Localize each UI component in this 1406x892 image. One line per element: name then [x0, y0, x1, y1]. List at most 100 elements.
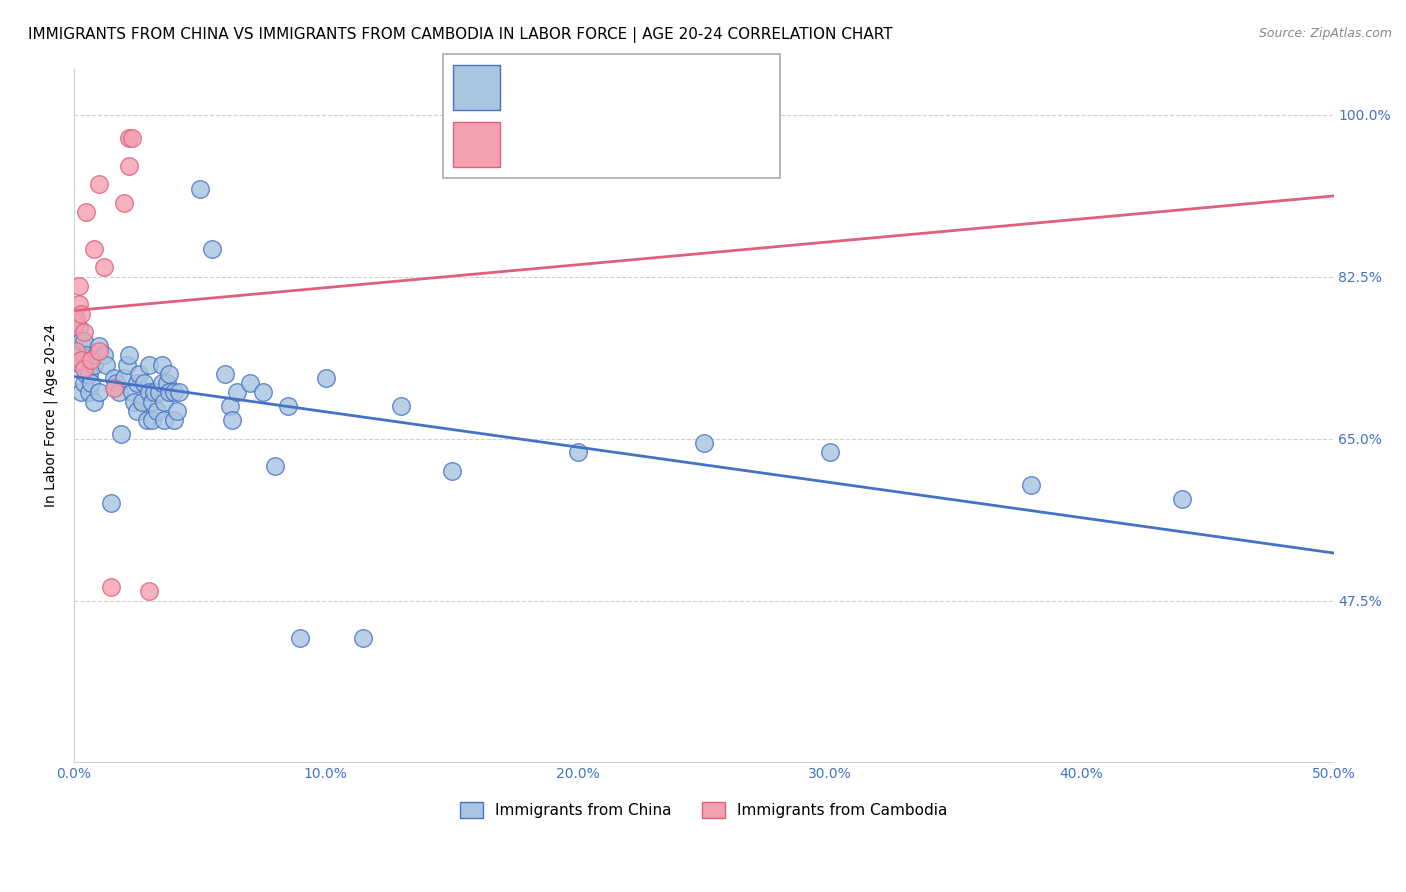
Point: [93, 348, 115, 362]
Point: [150, 376, 173, 390]
Text: IMMIGRANTS FROM CHINA VS IMMIGRANTS FROM CAMBODIA IN LABOR FORCE | AGE 20-24 COR: IMMIGRANTS FROM CHINA VS IMMIGRANTS FROM…: [28, 27, 893, 43]
Point: [87, 339, 110, 353]
Point: [290, 631, 312, 645]
Point: [440, 464, 463, 478]
Point: [73, 376, 96, 390]
Point: [148, 385, 170, 400]
Text: N =: N =: [652, 136, 689, 153]
Point: [150, 358, 173, 372]
Point: [1019, 478, 1042, 492]
Point: [70, 353, 93, 368]
Point: [112, 371, 135, 385]
Point: [143, 385, 166, 400]
Point: [93, 260, 115, 275]
Text: -0.209: -0.209: [564, 78, 624, 96]
Point: [87, 385, 110, 400]
Y-axis label: In Labor Force | Age 20-24: In Labor Force | Age 20-24: [44, 324, 58, 507]
Point: [818, 445, 841, 459]
Point: [105, 376, 128, 390]
Point: [692, 436, 714, 450]
Point: [75, 205, 97, 219]
Legend: Immigrants from China, Immigrants from Cambodia: Immigrants from China, Immigrants from C…: [454, 796, 953, 824]
Point: [157, 367, 180, 381]
Point: [115, 358, 138, 372]
Point: [138, 584, 160, 599]
Point: [156, 376, 179, 390]
Point: [315, 371, 337, 385]
Point: [100, 580, 122, 594]
Point: [145, 404, 167, 418]
Point: [73, 325, 96, 339]
Point: [118, 131, 141, 145]
Point: [103, 381, 125, 395]
Point: [112, 195, 135, 210]
Point: [138, 385, 160, 400]
Point: [108, 385, 131, 400]
Point: [96, 358, 118, 372]
FancyBboxPatch shape: [443, 54, 780, 178]
Point: [166, 404, 188, 418]
Point: [75, 367, 97, 381]
Point: [163, 385, 186, 400]
Point: [73, 334, 96, 349]
Point: [218, 399, 240, 413]
FancyBboxPatch shape: [453, 65, 501, 110]
Point: [153, 394, 176, 409]
Text: 0.543: 0.543: [564, 136, 623, 153]
Point: [128, 367, 150, 381]
Point: [80, 376, 103, 390]
Point: [65, 343, 87, 358]
Point: [1171, 491, 1194, 506]
Point: [352, 631, 374, 645]
Point: [70, 334, 93, 349]
Point: [70, 358, 93, 372]
Text: 75: 75: [699, 78, 723, 96]
Point: [65, 311, 87, 326]
Point: [77, 385, 100, 400]
Text: R =: R =: [513, 136, 550, 153]
Point: [67, 297, 90, 311]
Point: [188, 182, 211, 196]
Point: [65, 330, 87, 344]
FancyBboxPatch shape: [453, 122, 501, 167]
Point: [67, 348, 90, 362]
Point: [134, 376, 156, 390]
Point: [389, 399, 412, 413]
Text: Source: ZipAtlas.com: Source: ZipAtlas.com: [1258, 27, 1392, 40]
Text: 23: 23: [699, 136, 723, 153]
Point: [121, 385, 143, 400]
Point: [87, 343, 110, 358]
Point: [252, 385, 274, 400]
Point: [80, 353, 103, 368]
Point: [73, 362, 96, 376]
Point: [163, 413, 186, 427]
Text: R =: R =: [513, 78, 550, 96]
Point: [214, 367, 236, 381]
Point: [226, 385, 249, 400]
Point: [118, 348, 141, 362]
Point: [100, 496, 122, 510]
Point: [103, 371, 125, 385]
Point: [75, 348, 97, 362]
Point: [141, 413, 163, 427]
Point: [121, 131, 143, 145]
Point: [118, 159, 141, 173]
Point: [264, 459, 287, 474]
Point: [239, 376, 262, 390]
Point: [131, 394, 153, 409]
Point: [77, 367, 100, 381]
Point: [87, 177, 110, 191]
Point: [83, 358, 105, 372]
Point: [125, 376, 148, 390]
Point: [567, 445, 589, 459]
Point: [83, 242, 105, 256]
Point: [122, 394, 145, 409]
Point: [157, 385, 180, 400]
Point: [70, 307, 93, 321]
Point: [169, 385, 191, 400]
Point: [221, 413, 243, 427]
Point: [65, 316, 87, 330]
Text: N =: N =: [652, 78, 689, 96]
Point: [67, 279, 90, 293]
Point: [135, 413, 157, 427]
